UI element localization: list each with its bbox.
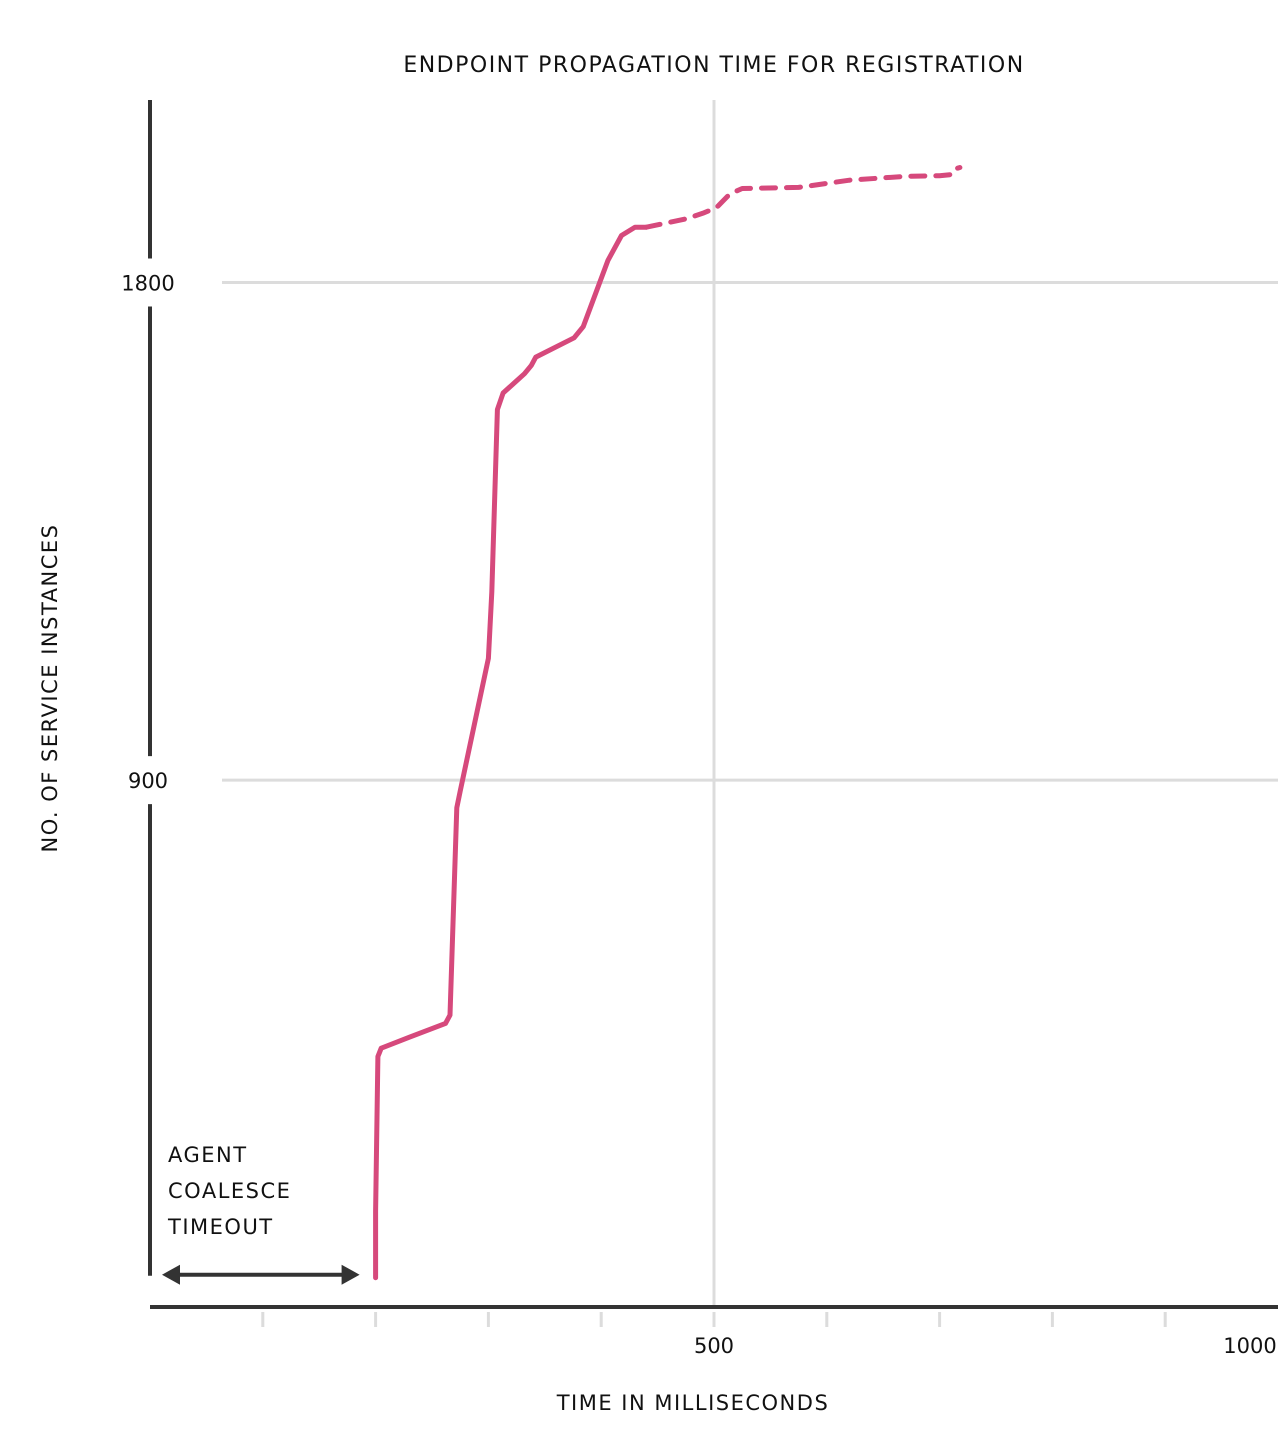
grid-lines (222, 100, 1278, 1307)
axes (148, 100, 1278, 1327)
annotation-arrow-right-head (341, 1264, 360, 1285)
y-axis-label: NO. OF SERVICE INSTANCES (38, 524, 62, 853)
annotation: AGENT COALESCE TIMEOUT (162, 1143, 360, 1285)
annotation-text-line-0: AGENT (168, 1143, 248, 1167)
x-tick-label-1000: 1000 (1223, 1334, 1276, 1358)
y-tick-label-900: 900 (128, 769, 168, 793)
chart-title: ENDPOINT PROPAGATION TIME FOR REGISTRATI… (403, 53, 1024, 78)
x-tick-label-500: 500 (694, 1334, 734, 1358)
series-line-solid (373, 224, 649, 1281)
series-lines (373, 165, 963, 1281)
x-axis-label: TIME IN MILLISECONDS (556, 1391, 830, 1415)
annotation-text-line-2: TIMEOUT (167, 1215, 274, 1239)
annotation-text-line-1: COALESCE (168, 1179, 291, 1203)
y-tick-label-1800: 1800 (121, 271, 174, 295)
tick-labels: 900 1800 500 1000 (121, 271, 1276, 1358)
series-line-dashed (643, 165, 963, 230)
annotation-arrow-left-head (162, 1264, 180, 1285)
